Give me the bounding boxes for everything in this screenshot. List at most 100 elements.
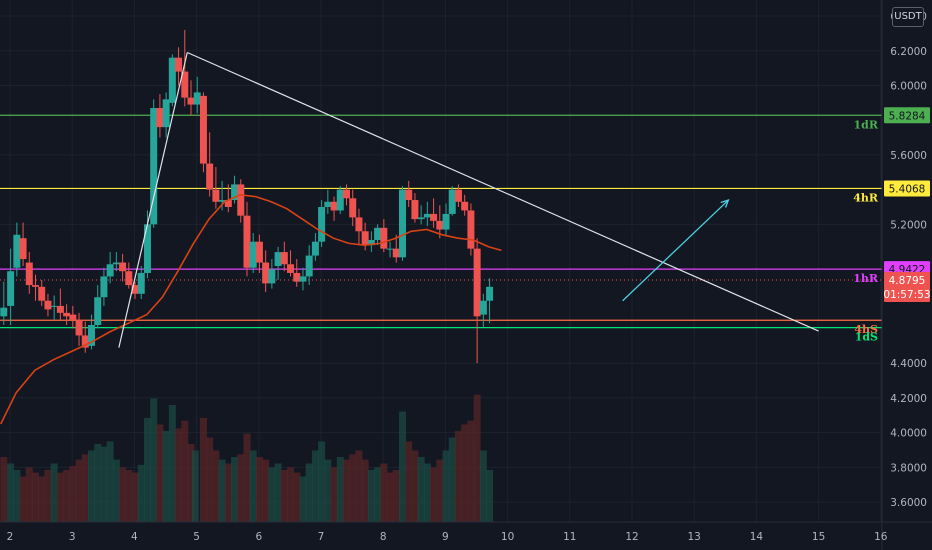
volume-bar bbox=[411, 450, 419, 522]
candle-body bbox=[324, 201, 332, 207]
price-tick-label: 5.2000 bbox=[890, 219, 927, 231]
volume-bar bbox=[280, 470, 288, 522]
volume-bar bbox=[63, 470, 71, 522]
time-tick-label: 4 bbox=[131, 531, 138, 543]
volume-bar bbox=[87, 450, 95, 522]
volume-bar bbox=[268, 467, 276, 522]
volume-bar bbox=[330, 467, 338, 522]
volume-bar bbox=[143, 418, 151, 522]
volume-bar bbox=[125, 470, 133, 522]
candle-body bbox=[486, 286, 494, 301]
candle-body bbox=[75, 319, 83, 336]
volume-bar bbox=[243, 433, 251, 522]
candle-body bbox=[249, 241, 257, 268]
candle-body bbox=[119, 262, 127, 272]
volume-bar bbox=[156, 424, 164, 522]
volume-bar bbox=[100, 446, 108, 522]
volume-bar bbox=[311, 450, 319, 522]
time-tick-label: 10 bbox=[501, 531, 514, 543]
candle-body bbox=[44, 300, 52, 310]
candle-body bbox=[150, 108, 158, 225]
candle-body bbox=[7, 271, 15, 306]
volume-bar bbox=[187, 444, 195, 522]
candle-body bbox=[299, 276, 307, 282]
candle-body bbox=[280, 252, 288, 265]
projection-arrow-head bbox=[720, 199, 730, 208]
volume-bar bbox=[131, 472, 139, 522]
candle-body bbox=[293, 272, 301, 282]
volume-bar bbox=[212, 450, 220, 522]
candle-body bbox=[405, 189, 413, 201]
time-tick-label: 11 bbox=[563, 531, 576, 543]
candle-body bbox=[100, 276, 108, 298]
volume-bar bbox=[430, 467, 438, 522]
level-label-1ds: 1dS bbox=[855, 331, 878, 344]
candle-body bbox=[336, 189, 344, 211]
candle-body bbox=[13, 234, 21, 268]
candle-body bbox=[467, 210, 475, 249]
candle-body bbox=[25, 262, 33, 286]
time-axis bbox=[0, 522, 932, 550]
candle-body bbox=[349, 198, 357, 218]
candle-body bbox=[411, 200, 419, 220]
candle-body bbox=[374, 227, 382, 240]
volume-bar bbox=[44, 470, 52, 522]
volume-bar bbox=[13, 470, 21, 522]
volume-bar bbox=[274, 463, 282, 522]
volume-bar bbox=[255, 457, 263, 522]
volume-bar bbox=[448, 437, 456, 522]
candle-body bbox=[199, 95, 207, 164]
countdown-timer: 01:57:53 bbox=[883, 289, 930, 301]
candle-body bbox=[361, 231, 369, 246]
candle-body bbox=[448, 189, 456, 214]
level-price-tag-text: 5.4068 bbox=[889, 183, 926, 195]
volume-bar bbox=[19, 476, 27, 522]
candle-body bbox=[423, 213, 431, 218]
level-price-tag-text: 5.8284 bbox=[889, 110, 926, 122]
volume-bar bbox=[398, 411, 406, 522]
candle-body bbox=[38, 286, 46, 301]
volume-bar bbox=[199, 418, 207, 522]
price-tick-label: 4.2000 bbox=[890, 393, 927, 405]
price-tick-label: 6.0000 bbox=[890, 80, 927, 92]
volume-bar bbox=[94, 444, 102, 522]
currency-badge[interactable]: USDT bbox=[892, 7, 924, 27]
volume-bar bbox=[299, 476, 307, 522]
volume-bar bbox=[249, 450, 257, 522]
price-tick-label: 6.2000 bbox=[890, 46, 927, 58]
candle-body bbox=[193, 92, 201, 105]
projection-arrow bbox=[622, 199, 729, 302]
volume-bar bbox=[355, 450, 363, 522]
candle-body bbox=[137, 272, 145, 294]
volume-bar bbox=[454, 431, 462, 522]
volume-bar bbox=[262, 459, 270, 522]
volume-bar bbox=[191, 450, 199, 522]
level-label-1hr: 1hR bbox=[853, 272, 879, 285]
candle-body bbox=[87, 325, 95, 346]
volume-bar bbox=[181, 420, 189, 522]
price-tick-label: 4.0000 bbox=[890, 428, 927, 440]
volume-bar bbox=[38, 476, 46, 522]
volume-bar bbox=[423, 463, 431, 522]
volume-bar bbox=[486, 470, 494, 522]
level-label-1dr: 1dR bbox=[854, 118, 879, 131]
price-tick-label: 3.6000 bbox=[890, 497, 927, 509]
volume-bar bbox=[218, 459, 226, 522]
volume-bar bbox=[467, 420, 475, 522]
level-label-4hr: 4hR bbox=[853, 191, 879, 204]
candle-body bbox=[287, 264, 295, 273]
candle-body bbox=[442, 213, 450, 230]
candle-body bbox=[430, 213, 438, 221]
time-tick-label: 2 bbox=[7, 531, 14, 543]
candle-body bbox=[218, 200, 226, 202]
volume-bar bbox=[0, 457, 8, 522]
candle-body bbox=[386, 248, 394, 250]
candle-body bbox=[94, 297, 102, 326]
time-tick-label: 8 bbox=[380, 531, 387, 543]
level-label-4hs: 4hS bbox=[854, 323, 878, 336]
candle-body bbox=[330, 201, 338, 211]
candle-body bbox=[112, 262, 120, 265]
candle-body bbox=[206, 163, 214, 190]
candle-body bbox=[343, 189, 351, 199]
